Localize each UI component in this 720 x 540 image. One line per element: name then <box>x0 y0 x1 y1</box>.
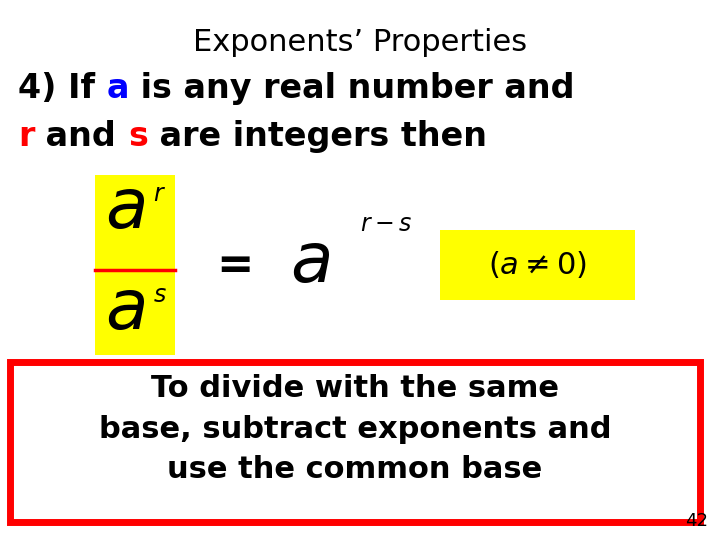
Bar <box>10 362 700 522</box>
Text: is any real number and: is any real number and <box>129 72 575 105</box>
Text: $a$: $a$ <box>290 234 330 296</box>
Text: $a$: $a$ <box>105 281 145 343</box>
Text: $a$: $a$ <box>105 180 145 242</box>
Bar <box>95 175 175 355</box>
Bar <box>440 230 635 300</box>
Text: $s$: $s$ <box>153 284 167 307</box>
Text: Exponents’ Properties: Exponents’ Properties <box>193 28 527 57</box>
Text: 4) If: 4) If <box>18 72 107 105</box>
Text: are integers then: are integers then <box>148 120 487 153</box>
Text: 42: 42 <box>685 512 708 530</box>
Text: $r-s$: $r-s$ <box>360 214 413 237</box>
Text: a: a <box>107 72 129 105</box>
Text: $r$: $r$ <box>153 183 166 206</box>
Text: s: s <box>127 120 148 153</box>
Text: To divide with the same
base, subtract exponents and
use the common base: To divide with the same base, subtract e… <box>99 374 611 484</box>
Text: and: and <box>35 120 127 153</box>
Text: =: = <box>216 244 253 287</box>
Text: r: r <box>18 120 35 153</box>
Text: $(a \neq 0)$: $(a \neq 0)$ <box>488 249 587 280</box>
